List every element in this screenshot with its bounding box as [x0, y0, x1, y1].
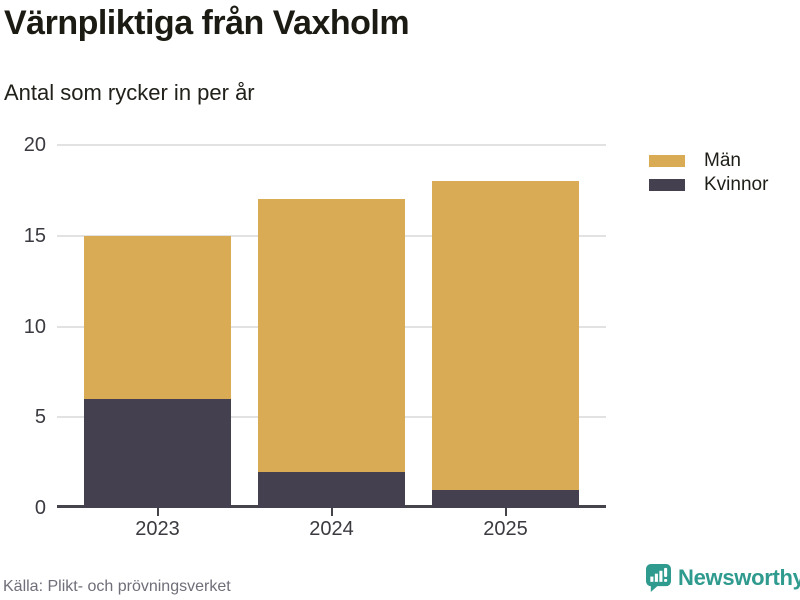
x-axis-tick-label-2023: 2023 — [135, 518, 180, 540]
bar-segment-kvinnor-2024 — [258, 471, 405, 508]
legend-label: Män — [704, 150, 741, 171]
plot-area — [57, 144, 606, 516]
legend: Män Kvinnor — [649, 149, 768, 197]
legend-item-män: Män — [649, 149, 768, 173]
bar-segment-män-2025 — [432, 181, 579, 490]
legend-label: Kvinnor — [704, 174, 769, 195]
x-axis-tick-label-2024: 2024 — [309, 518, 354, 540]
x-axis-tick-2025 — [504, 508, 507, 516]
legend-swatch-män — [649, 155, 685, 167]
y-axis-tick-label-10: 10 — [23, 315, 46, 338]
chart-title: Värnpliktiga från Vaxholm — [4, 4, 410, 42]
newsworthy-brand: Newsworthy — [646, 564, 800, 592]
chart-subtitle: Antal som rycker in per år — [4, 80, 255, 105]
gridline-y-20 — [57, 144, 606, 146]
bar-segment-kvinnor-2025 — [432, 489, 579, 508]
y-axis-tick-label-20: 20 — [23, 134, 46, 156]
x-axis-tick-2023 — [156, 508, 159, 516]
y-axis-tick-label-15: 15 — [23, 224, 46, 247]
y-axis-tick-label-5: 5 — [34, 406, 46, 429]
bar-segment-kvinnor-2023 — [84, 399, 231, 508]
newsworthy-logo-icon — [646, 564, 671, 592]
newsworthy-logo-text: Newsworthy — [678, 565, 800, 590]
legend-item-kvinnor: Kvinnor — [649, 173, 768, 197]
bar-segment-män-2024 — [258, 199, 405, 472]
bar-segment-män-2023 — [84, 235, 231, 400]
stacked-bar-chart: Män Kvinnor 0 5 10 15 20 2023 2024 2025 — [0, 130, 800, 560]
y-axis-tick-label-0: 0 — [34, 497, 46, 519]
source-attribution: Källa: Plikt- och prövningsverket — [3, 578, 231, 595]
x-axis-tick-label-2025: 2025 — [483, 518, 528, 540]
x-axis-tick-2024 — [330, 508, 333, 516]
legend-swatch-kvinnor — [649, 179, 685, 191]
